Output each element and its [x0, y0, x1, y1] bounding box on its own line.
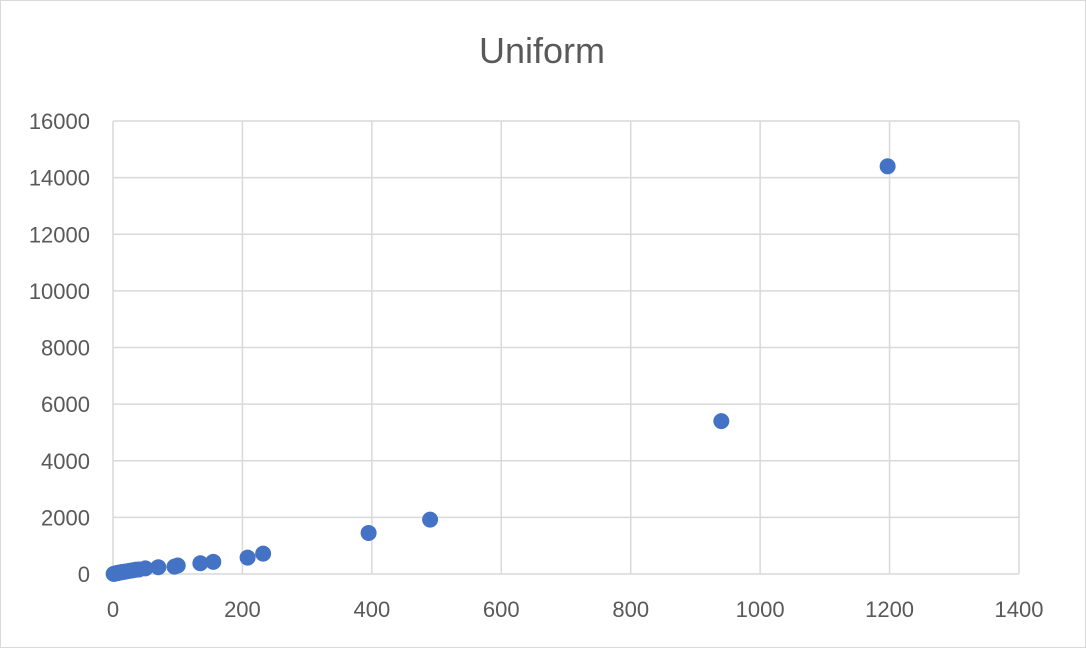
data-point [255, 545, 272, 562]
y-tick-label: 2000 [41, 505, 90, 530]
chart-title: Uniform [478, 30, 606, 71]
y-tick-label: 0 [78, 562, 90, 587]
data-point [192, 555, 209, 572]
y-tick-label: 14000 [29, 166, 90, 191]
data-point [169, 557, 186, 574]
x-tick-label: 800 [612, 597, 649, 622]
tick-labels: 0 2000 4000 6000 8000 10000 12000 14000 16000 0 20… [29, 109, 1044, 622]
data-point [137, 560, 154, 577]
grid-lines [112, 120, 1020, 575]
x-tick-label: 1200 [865, 597, 914, 622]
y-tick-label: 4000 [41, 449, 90, 474]
data-point [879, 158, 896, 175]
data-point [360, 524, 377, 541]
data-point [205, 553, 222, 570]
data-point [150, 559, 167, 576]
x-tick-label: 1000 [736, 597, 785, 622]
y-tick-label: 12000 [29, 222, 90, 247]
data-points [105, 158, 896, 582]
y-tick-label: 8000 [41, 336, 90, 361]
x-tick-label: 1400 [995, 597, 1044, 622]
data-point [713, 413, 730, 430]
data-point [239, 549, 256, 566]
x-tick-label: 600 [483, 597, 520, 622]
y-tick-label: 6000 [41, 392, 90, 417]
x-tick-label: 200 [224, 597, 261, 622]
y-tick-label: 10000 [29, 279, 90, 304]
data-point [422, 511, 439, 528]
y-tick-label: 16000 [29, 109, 90, 134]
x-tick-label: 0 [107, 597, 119, 622]
x-tick-label: 400 [353, 597, 390, 622]
